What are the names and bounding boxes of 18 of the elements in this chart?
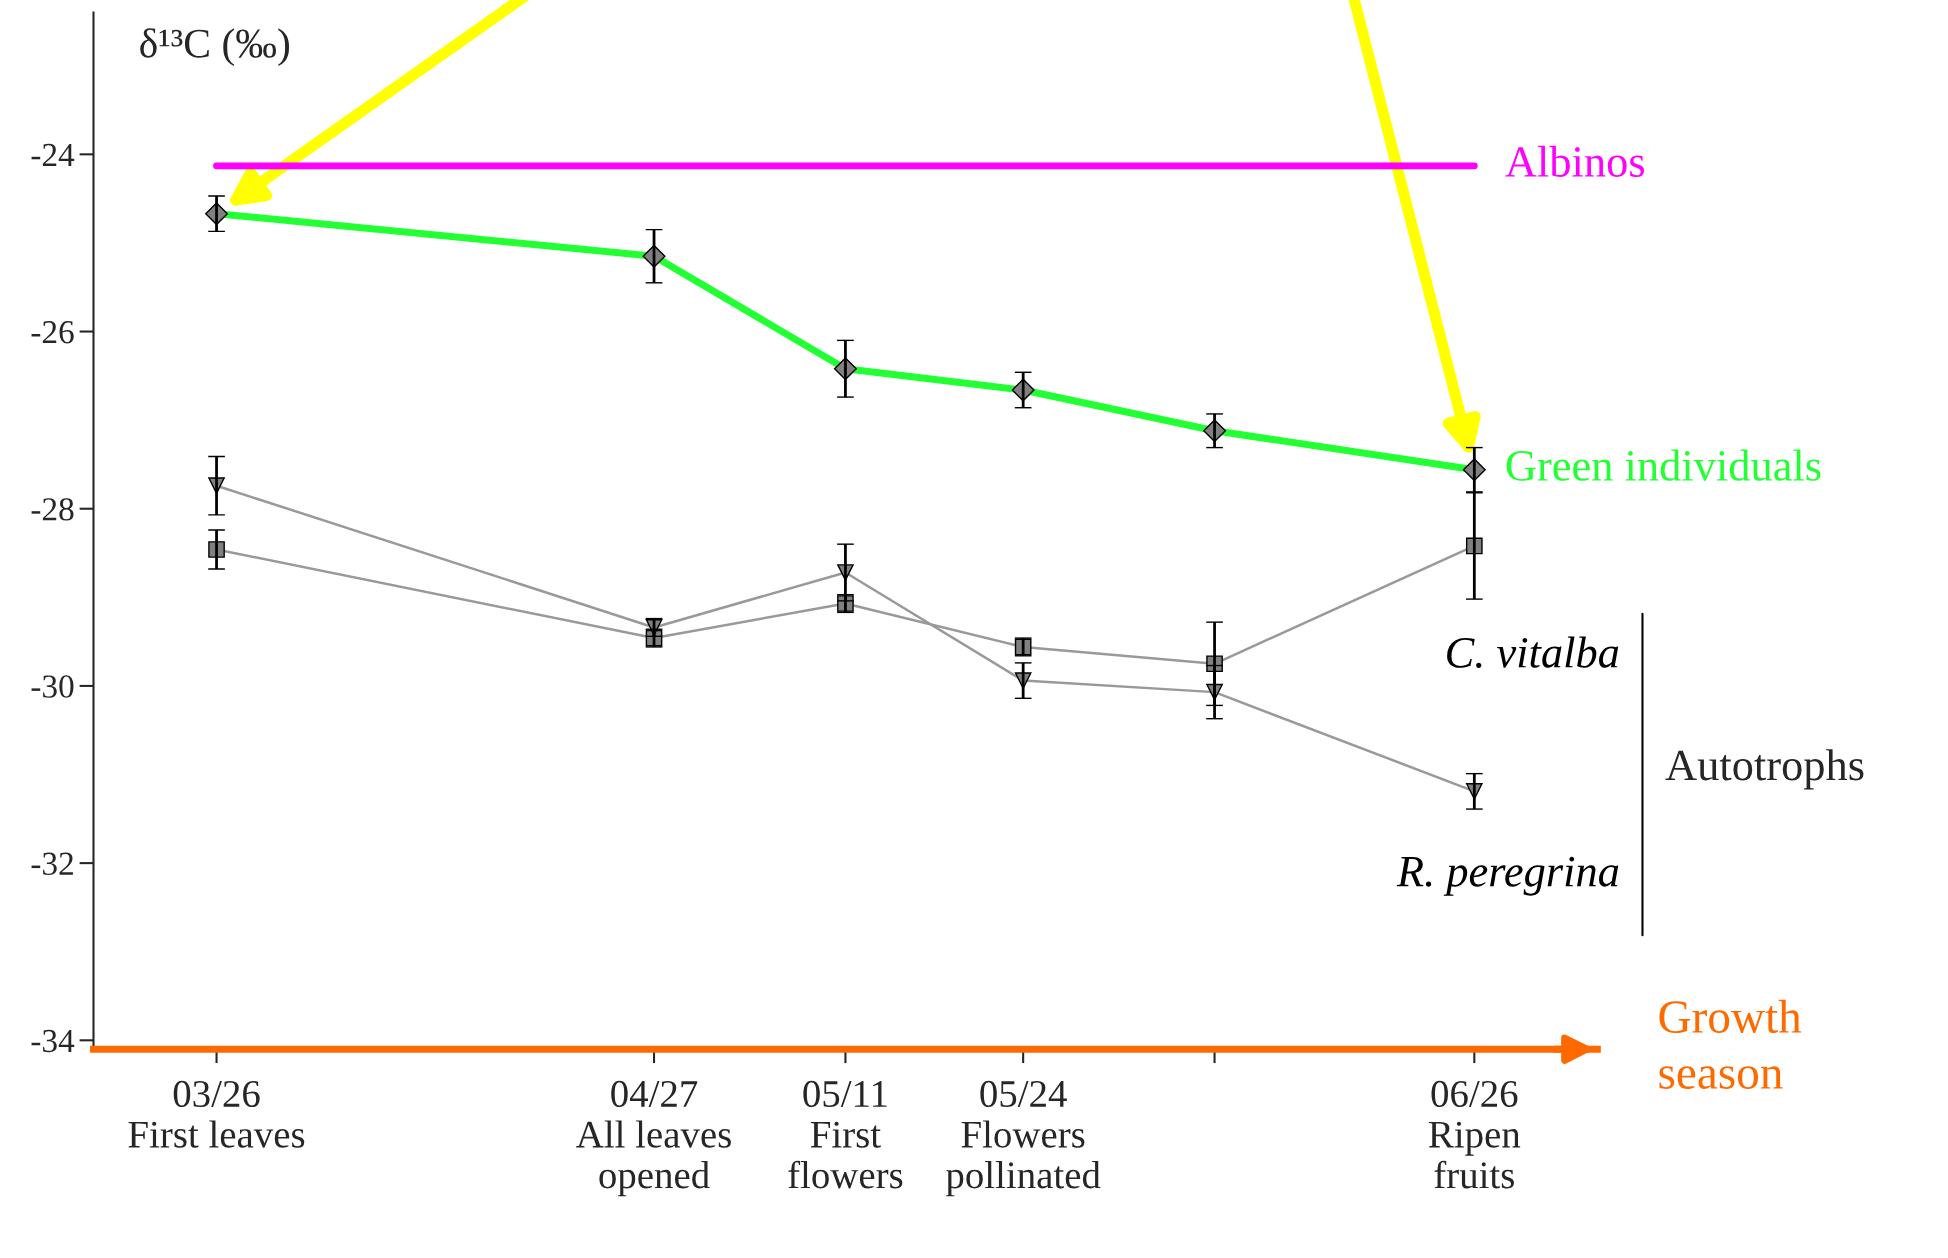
x-tick-label: 03/26 First leaves [128,1080,305,1148]
series-label: Albinos [1505,145,1645,177]
y-tick-label: -28 [31,498,74,521]
x-tick-label: 05/24 Flowers pollinated [946,1080,1101,1197]
y-axis-title: δ¹³C (‰) [140,28,290,67]
x-tick-label: 04/27 All leaves opened [576,1080,731,1197]
series-label: Green individuals [1506,449,1821,481]
text: Growth season [1659,999,1802,1089]
y-tick-label: -32 [31,852,73,876]
x-tick-label: 05/11 First flowers [788,1080,903,1189]
series-label: C. vitalba [1447,636,1619,668]
text: Autotrophs [1665,749,1864,790]
y-tick-label: -26 [31,321,74,344]
y-tick-label: -24 [31,143,75,166]
y-tick-label: -34 [31,1029,75,1053]
series-label: R. peregrina [1396,856,1619,896]
y-tick-label: -30 [31,675,74,698]
x-tick-label: 06/26 Ripen fruits [1428,1080,1521,1189]
